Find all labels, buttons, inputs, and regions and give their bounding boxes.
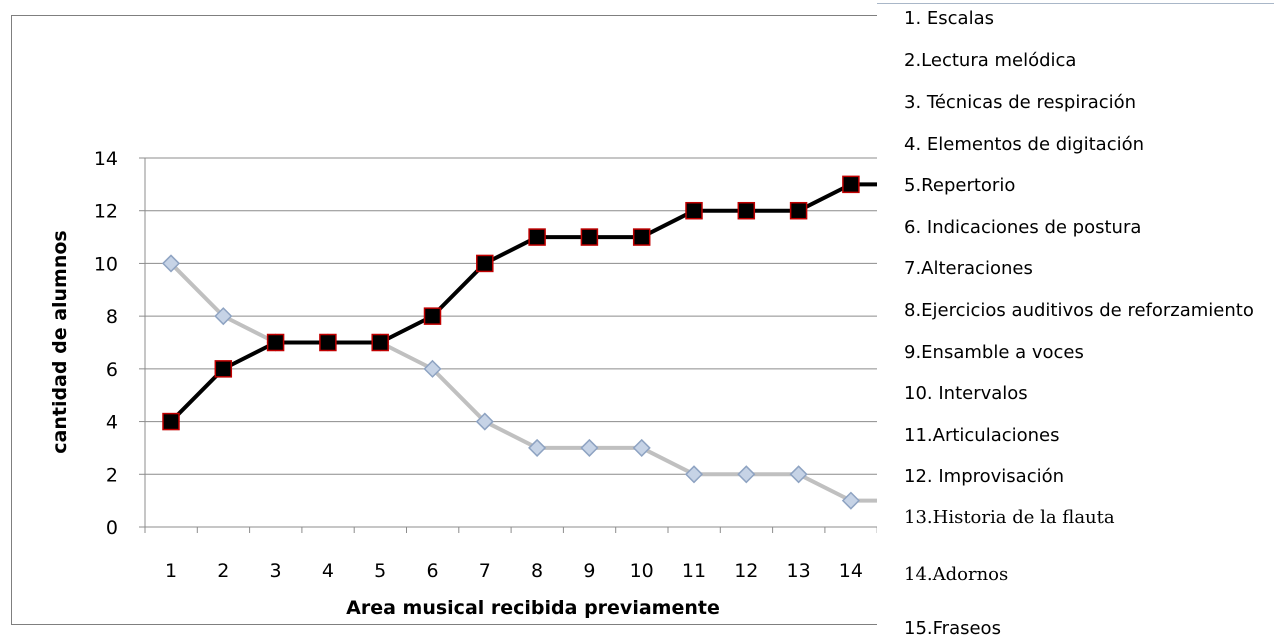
square-marker xyxy=(685,201,703,220)
legend-item: 12. Improvisación xyxy=(904,466,1065,487)
series xyxy=(161,175,877,510)
x-tick-label: 12 xyxy=(734,560,758,582)
chart-frame xyxy=(11,15,877,625)
diamond-marker xyxy=(684,465,704,484)
square-marker xyxy=(214,360,233,378)
square-marker xyxy=(266,333,285,352)
y-axis-title: cantidad de alumnos xyxy=(49,230,71,454)
y-tick-label: 12 xyxy=(94,201,118,223)
x-tick-label: 10 xyxy=(630,560,654,582)
legend-item: 15.Fraseos xyxy=(904,618,1001,639)
legend-item: 1. Escalas xyxy=(904,8,994,29)
x-tick-label: 5 xyxy=(374,560,386,582)
diamond-marker xyxy=(737,465,756,484)
y-tick-label: 4 xyxy=(106,412,118,434)
y-tick-label: 2 xyxy=(106,464,118,486)
axes xyxy=(139,157,877,533)
y-tick-label: 0 xyxy=(106,517,118,539)
y-tick-label: 14 xyxy=(94,148,118,170)
gridlines xyxy=(145,157,877,475)
diamond-marker xyxy=(161,254,181,273)
x-tick-label: 3 xyxy=(270,560,282,582)
legend-item: 5.Repertorio xyxy=(904,175,1016,196)
legend-item: 4. Elementos de digitación xyxy=(904,134,1145,155)
square-marker xyxy=(842,175,860,194)
diamond-marker xyxy=(580,438,599,457)
diamond-marker xyxy=(789,465,808,484)
y-tick-label: 10 xyxy=(94,253,118,275)
legend-item: 11.Articulaciones xyxy=(904,425,1060,446)
x-tick-label: 13 xyxy=(787,560,811,582)
x-tick-label: 11 xyxy=(682,560,706,582)
x-tick-label: 8 xyxy=(531,560,543,582)
square-marker xyxy=(423,307,442,325)
square-marker xyxy=(476,254,494,273)
diamond-marker xyxy=(841,491,860,510)
x-tick-label: 6 xyxy=(426,560,438,582)
x-tick-label: 14 xyxy=(839,560,863,582)
x-tick-labels: 123456789101112131415 xyxy=(165,560,863,582)
square-marker xyxy=(580,228,599,246)
x-tick-label: 2 xyxy=(217,560,229,582)
x-tick-label: 9 xyxy=(583,560,595,582)
square-marker xyxy=(789,201,808,220)
y-tick-label: 8 xyxy=(106,306,118,328)
series-line-2 xyxy=(169,182,877,423)
square-marker xyxy=(528,228,546,246)
diamond-marker xyxy=(214,307,233,326)
legend-item: 13.Historia de la flauta xyxy=(904,507,1115,528)
y-tick-label: 6 xyxy=(106,359,118,381)
legend-item: 3. Técnicas de respiración xyxy=(904,92,1137,113)
top-divider xyxy=(877,3,1274,4)
legend-item: 6. Indicaciones de postura xyxy=(904,217,1142,238)
legend-item: 9.Ensamble a voces xyxy=(904,342,1084,363)
y-tick-labels: 0 2 4 6 8 10 12 14 xyxy=(94,148,118,539)
legend-item: 14.Adornos xyxy=(904,564,1009,585)
legend-item: 8.Ejercicios auditivos de reforzamiento xyxy=(904,300,1254,321)
x-tick-label: 4 xyxy=(322,560,334,582)
x-axis-title: Area musical recibida previamente xyxy=(346,597,720,619)
square-marker xyxy=(737,201,756,220)
legend-item: 7.Alteraciones xyxy=(904,258,1033,279)
square-marker xyxy=(371,333,389,352)
square-marker xyxy=(319,333,337,352)
legend: 1. Escalas 2.Lectura melódica 3. Técnicas … xyxy=(904,0,1277,639)
diamond-marker xyxy=(528,438,547,457)
diamond-marker xyxy=(632,438,651,457)
legend-item: 2.Lectura melódica xyxy=(904,50,1077,71)
square-marker xyxy=(162,412,180,431)
x-tick-label: 7 xyxy=(479,560,491,582)
series-line-1 xyxy=(169,262,877,503)
legend-item: 10. Intervalos xyxy=(904,383,1028,404)
diamond-marker xyxy=(475,412,494,431)
square-marker xyxy=(632,228,651,246)
x-tick-label: 1 xyxy=(165,560,177,582)
diamond-marker xyxy=(423,359,442,378)
